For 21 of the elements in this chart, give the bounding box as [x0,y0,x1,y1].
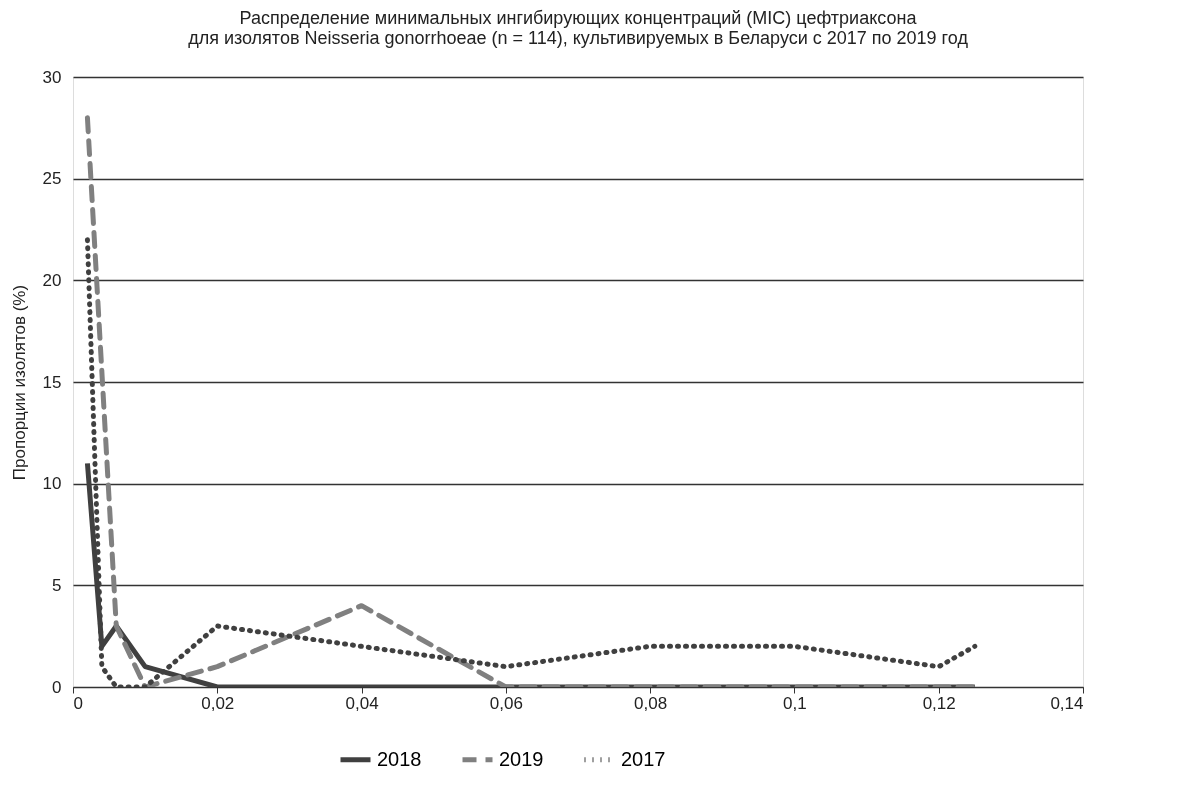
legend-label: 2019 [499,747,544,770]
x-tick-label: 0,06 [489,693,523,713]
y-tick-label: 15 [42,372,62,392]
text: для изолятов Neisseria gonorrhoeae (n = 114), культивируемых в Беларуси с 2017 по 2019 год [188,28,968,48]
legend-label: 2017 [621,747,666,770]
y-tick-label: 30 [42,67,62,87]
x-tick-label: 0,04 [345,693,379,713]
x-tick-label: 0,12 [922,693,956,713]
y-tick-label: 5 [52,575,62,595]
y-tick-label: 20 [42,270,62,290]
text: Распределение минимальных ингибирующих концентраций (MIC) цефтриаксона [239,8,917,28]
x-tick-label: 0,08 [634,693,668,713]
x-tick-label: 0,1 [783,693,807,713]
y-axis-title: Пропорции изолятов (%) [9,284,29,481]
y-tick-label: 10 [42,474,62,494]
y-tick-label: 25 [42,169,62,189]
x-tick-label: 0,14 [1050,693,1084,713]
legend-label: 2018 [377,747,422,770]
x-tick-label: 0,02 [201,693,235,713]
x-tick-label: 0 [73,693,83,713]
y-tick-label: 0 [52,677,62,697]
